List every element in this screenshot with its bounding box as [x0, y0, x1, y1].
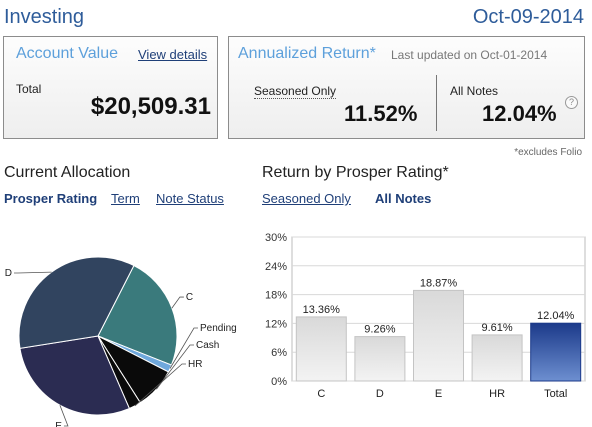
pie-leader-line — [134, 363, 186, 407]
pie-leader-line — [59, 405, 69, 427]
bar-y-tick-label: 18% — [265, 290, 287, 302]
bar-x-tick-label: C — [317, 388, 325, 400]
bar-value-label: 12.04% — [537, 310, 575, 322]
tab-term[interactable]: Term — [111, 191, 140, 206]
bar-c[interactable] — [295, 316, 347, 382]
total-value: $20,509.31 — [90, 93, 211, 120]
tab-prosper-rating[interactable]: Prosper Rating — [4, 191, 98, 206]
page-title: Investing — [4, 6, 85, 28]
bar-y-tick-label: 24% — [265, 261, 287, 273]
bar-x-tick-label: E — [435, 388, 442, 400]
bar-value-label: 9.26% — [364, 324, 395, 336]
tab-note-status[interactable]: Note Status — [156, 191, 224, 206]
current-allocation-title: Current Allocation — [4, 164, 131, 181]
seasoned-only-label: Seasoned Only — [254, 84, 337, 99]
bar-d[interactable] — [354, 336, 406, 382]
bar-value-label: 18.87% — [420, 277, 458, 289]
bar-hr[interactable] — [471, 334, 523, 382]
account-value-card: Account Value View details Total $20,509… — [3, 36, 218, 139]
pie-label-hr: HR — [188, 359, 202, 370]
bar-value-label: 9.61% — [481, 322, 512, 334]
pie-leader-line — [156, 344, 194, 390]
bar-y-tick-label: 30% — [265, 232, 287, 244]
pie-label-c: C — [186, 292, 193, 303]
bar-total[interactable] — [530, 322, 582, 382]
seasoned-only-value: 11.52% — [344, 101, 418, 126]
tab-all-notes[interactable]: All Notes — [375, 191, 432, 206]
last-updated-text: Last updated on Oct-01-2014 — [391, 48, 548, 62]
bar-x-tick-label: Total — [544, 388, 567, 400]
annualized-return-heading: Annualized Return* — [238, 45, 376, 62]
total-label: Total — [16, 82, 42, 96]
all-notes-label: All Notes — [450, 84, 499, 98]
tab-seasoned-only[interactable]: Seasoned Only — [262, 191, 351, 206]
bar-y-tick-label: 0% — [271, 376, 287, 388]
view-details-link[interactable]: View details — [138, 47, 208, 62]
return-by-rating-title: Return by Prosper Rating* — [262, 164, 449, 181]
bar-y-tick-label: 6% — [271, 347, 287, 359]
annualized-return-card: Annualized Return* Last updated on Oct-0… — [228, 36, 585, 139]
all-notes-value: 12.04% — [482, 101, 557, 126]
pie-label-e: E — [55, 421, 62, 427]
allocation-pie-chart: C Pending Cash HR E D — [5, 256, 237, 427]
page-date: Oct-09-2014 — [472, 6, 584, 28]
account-value-heading: Account Value — [16, 45, 118, 62]
bar-x-tick-label: D — [376, 388, 384, 400]
pie-leader-line — [14, 271, 52, 274]
folio-footnote: *excludes Folio — [514, 147, 582, 158]
help-icon[interactable]: ? — [565, 96, 578, 109]
bar-x-tick-label: HR — [489, 388, 505, 400]
bar-y-tick-label: 12% — [265, 318, 287, 330]
card-divider — [436, 75, 437, 131]
bar-e[interactable] — [413, 289, 464, 382]
bar-value-label: 13.36% — [303, 304, 341, 316]
pie-label-d: D — [5, 268, 12, 279]
pie-leader-line — [169, 327, 198, 369]
pie-label-pending: Pending — [200, 323, 237, 334]
return-bar-chart: 30% 24% 18% 12% 6% 0% 13.36% C 9.26% D 18.87% E 9.61… — [265, 232, 586, 400]
pie-leader-line — [171, 296, 184, 309]
pie-label-cash: Cash — [196, 340, 219, 351]
